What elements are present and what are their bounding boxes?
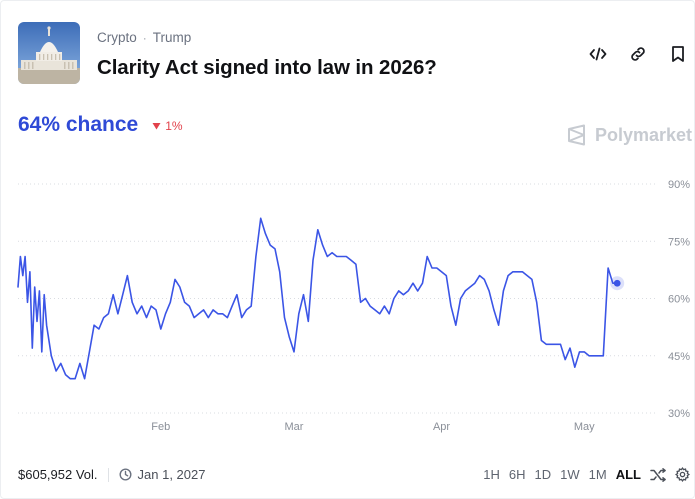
range-1h[interactable]: 1H	[483, 467, 500, 482]
bookmark-button[interactable]	[668, 44, 688, 64]
copy-link-button[interactable]	[628, 44, 648, 64]
range-6h[interactable]: 6H	[508, 467, 526, 482]
brand-name: Polymarket	[594, 124, 692, 145]
y-tick-label: 90%	[668, 179, 690, 191]
footer-divider	[107, 467, 109, 482]
range-1w[interactable]: 1W	[560, 467, 580, 482]
settings-button[interactable]	[675, 467, 690, 482]
breadcrumb-separator: ·	[142, 30, 147, 45]
y-tick-label: 75%	[668, 236, 690, 248]
range-1d[interactable]: 1D	[534, 467, 552, 482]
range-all[interactable]: ALL	[615, 467, 641, 482]
down-triangle-icon	[152, 123, 161, 130]
chart-footer: $605,952 Vol. Jan 1, 2027 1H 6H 1D 1W 1M…	[18, 467, 690, 482]
x-tick-label: May	[574, 421, 595, 433]
price-line	[17, 217, 616, 380]
breadcrumb: Crypto · Trump	[97, 30, 191, 45]
end-date: Jan 1, 2027	[119, 467, 206, 482]
x-tick-label: Apr	[433, 421, 450, 433]
current-point	[613, 279, 621, 287]
volume-text: $605,952 Vol.	[18, 467, 98, 482]
change-value: 1%	[165, 119, 183, 133]
breadcrumb-category[interactable]: Crypto	[97, 30, 137, 45]
polymarket-logo-icon	[567, 124, 585, 146]
embed-button[interactable]	[588, 44, 608, 64]
x-tick-label: Mar	[285, 421, 304, 433]
y-tick-label: 45%	[668, 351, 690, 363]
y-tick-label: 30%	[668, 408, 690, 420]
range-1m[interactable]: 1M	[588, 467, 607, 482]
time-range-selector: 1H 6H 1D 1W 1M ALL	[483, 467, 690, 482]
change-badge: 1%	[152, 119, 183, 133]
end-date-label: Jan 1, 2027	[137, 467, 206, 482]
top-actions	[588, 44, 688, 64]
clock-icon	[119, 468, 132, 481]
price-history-chart[interactable]: 30% 45% 60% 75% 90% Feb Mar Apr May	[1, 166, 695, 441]
code-embed-icon	[589, 47, 607, 61]
capitol-building-thumbnail[interactable]	[18, 22, 80, 84]
chance-row: 64% chance 1%	[18, 113, 183, 137]
gear-icon	[675, 467, 690, 482]
chance-value: 64% chance	[18, 113, 139, 136]
shuffle-icon	[650, 467, 666, 482]
breadcrumb-subcategory[interactable]: Trump	[152, 30, 192, 45]
y-tick-label: 60%	[668, 294, 690, 306]
market-title: Clarity Act signed into law in 2026?	[97, 56, 437, 79]
x-tick-label: Feb	[151, 421, 170, 433]
compare-button[interactable]	[650, 467, 666, 482]
link-icon	[631, 47, 645, 61]
polymarket-watermark: Polymarket	[567, 124, 692, 146]
bookmark-icon	[672, 46, 684, 62]
